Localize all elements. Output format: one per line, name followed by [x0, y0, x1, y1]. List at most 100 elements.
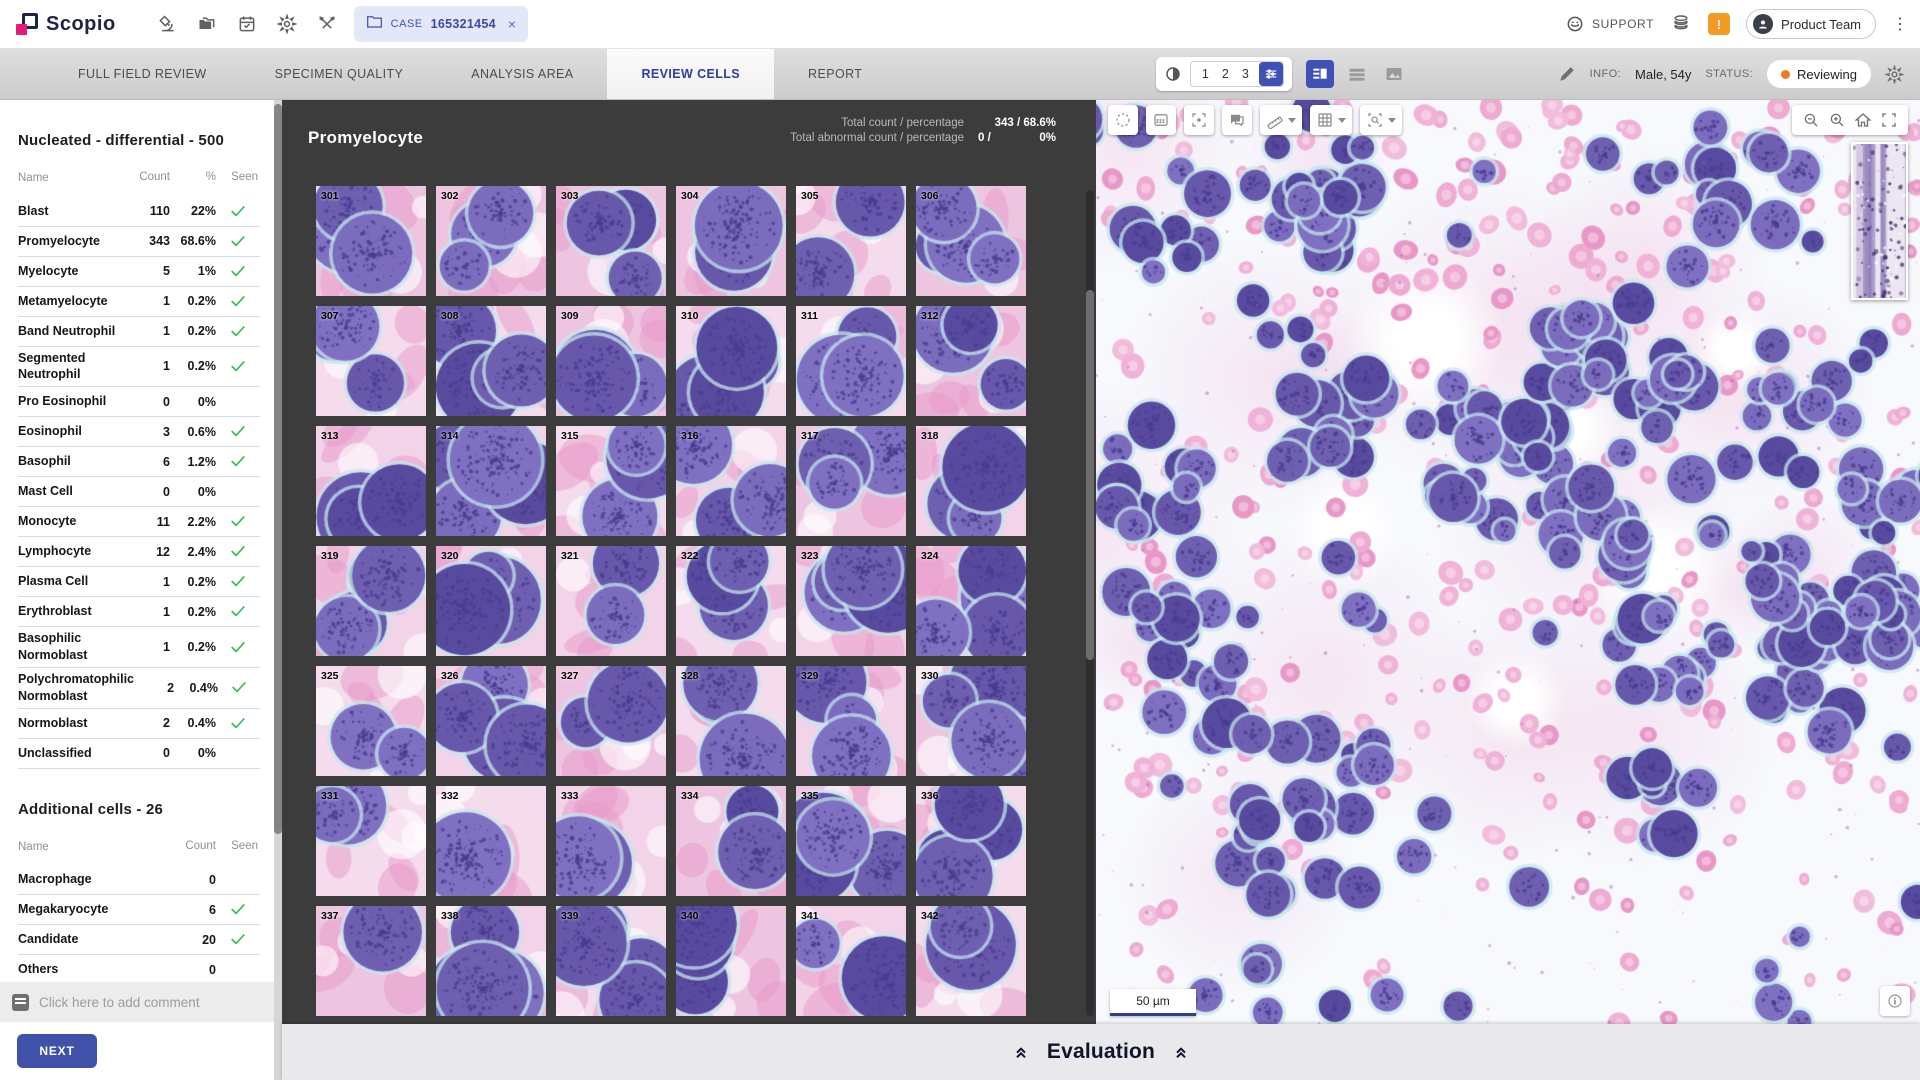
comments-icon[interactable] — [1222, 105, 1252, 135]
cell-tile-310[interactable]: 310 — [676, 306, 786, 416]
cell-tile-318[interactable]: 318 — [916, 426, 1026, 536]
differential-row[interactable]: Pro Eosinophil 0 0% — [18, 387, 260, 418]
zoom-in-icon[interactable] — [1824, 107, 1850, 133]
contrast-icon[interactable] — [1164, 65, 1182, 83]
collapse-up-icon[interactable] — [1173, 1044, 1189, 1060]
slide-minimap[interactable] — [1851, 142, 1908, 300]
ruler-tool-button[interactable] — [1260, 105, 1302, 135]
cell-tile-313[interactable]: 313 — [316, 426, 426, 536]
additional-row[interactable]: Megakaryocyte 6 — [18, 895, 260, 926]
cell-tile-305[interactable]: 305 — [796, 186, 906, 296]
fullscreen-icon[interactable] — [1876, 107, 1902, 133]
lasso-select-icon[interactable] — [1108, 105, 1138, 135]
battery-alert-icon[interactable]: ! — [1708, 13, 1731, 35]
cell-tile-336[interactable]: 336 — [916, 786, 1026, 896]
cell-tile-301[interactable]: 301 — [316, 186, 426, 296]
cell-tile-333[interactable]: 333 — [556, 786, 666, 896]
tab-report[interactable]: REPORT — [808, 67, 863, 81]
collapse-up-icon[interactable] — [1013, 1044, 1029, 1060]
cell-tile-309[interactable]: 309 — [556, 306, 666, 416]
differential-row[interactable]: Eosinophil 3 0.6% — [18, 417, 260, 448]
next-button[interactable]: NEXT — [17, 1034, 97, 1068]
cell-tile-311[interactable]: 311 — [796, 306, 906, 416]
cell-tile-326[interactable]: 326 — [436, 666, 546, 776]
tab-review-cells[interactable]: REVIEW CELLS — [607, 49, 775, 99]
image-view-button[interactable] — [1380, 60, 1408, 88]
additional-row[interactable]: Macrophage 0 — [18, 865, 260, 896]
cell-tile-328[interactable]: 328 — [676, 666, 786, 776]
kebab-menu-icon[interactable]: ⋮ — [1892, 15, 1908, 33]
cell-tile-341[interactable]: 341 — [796, 906, 906, 1016]
edit-pencil-icon[interactable] — [1558, 65, 1576, 83]
cell-tile-322[interactable]: 322 — [676, 546, 786, 656]
page-2[interactable]: 2 — [1221, 67, 1229, 81]
cell-tile-339[interactable]: 339 — [556, 906, 666, 1016]
sidebar-scrollbar[interactable] — [274, 100, 282, 1080]
database-icon[interactable] — [1670, 13, 1692, 35]
cell-tile-340[interactable]: 340 — [676, 906, 786, 1016]
tab-analysis-area[interactable]: ANALYSIS AREA — [471, 67, 574, 81]
differential-row[interactable]: Polychromatophilic Normoblast 2 0.4% — [18, 668, 260, 709]
zoom-out-icon[interactable] — [1798, 107, 1824, 133]
microscope-icon[interactable] — [156, 13, 178, 35]
cell-grid-scrollbar-thumb[interactable] — [1086, 290, 1094, 660]
cell-tile-302[interactable]: 302 — [436, 186, 546, 296]
cell-tile-306[interactable]: 306 — [916, 186, 1026, 296]
differential-row[interactable]: Basophil 6 1.2% — [18, 447, 260, 478]
case-tab[interactable]: CASE 165321454 × — [353, 6, 529, 42]
cell-tile-332[interactable]: 332 — [436, 786, 546, 896]
cell-tile-325[interactable]: 325 — [316, 666, 426, 776]
differential-row[interactable]: Basophilic Normoblast 1 0.2% — [18, 627, 260, 669]
differential-row[interactable]: Segmented Neutrophil 1 0.2% — [18, 347, 260, 388]
cell-tile-331[interactable]: 331 — [316, 786, 426, 896]
differential-row[interactable]: Promyelocyte 343 68.6% — [18, 227, 260, 257]
cell-tile-307[interactable]: 307 — [316, 306, 426, 416]
additional-row[interactable]: Others 0 — [18, 955, 260, 980]
cell-tile-329[interactable]: 329 — [796, 666, 906, 776]
support-button[interactable]: SUPPORT — [1565, 14, 1654, 34]
differential-row[interactable]: Blast 110 22% — [18, 197, 260, 227]
differential-row[interactable]: Normoblast 2 0.4% — [18, 709, 260, 739]
cell-tile-324[interactable]: 324 — [916, 546, 1026, 656]
cell-tile-342[interactable]: 342 — [916, 906, 1026, 1016]
cell-tile-321[interactable]: 321 — [556, 546, 666, 656]
cell-tile-330[interactable]: 330 — [916, 666, 1026, 776]
home-icon[interactable] — [1850, 107, 1876, 133]
list-view-button[interactable] — [1343, 60, 1371, 88]
user-menu[interactable]: Product Team — [1746, 9, 1876, 39]
tools-icon[interactable] — [316, 13, 338, 35]
differential-row[interactable]: Erythroblast 1 0.2% — [18, 597, 260, 628]
adjustments-sliders-icon[interactable] — [1259, 62, 1284, 86]
evaluation-bar[interactable]: Evaluation — [282, 1024, 1920, 1080]
cell-tile-317[interactable]: 317 — [796, 426, 906, 536]
gear-icon[interactable] — [276, 13, 298, 35]
slide-viewer[interactable]: 50 µm — [1096, 100, 1920, 1024]
cell-tile-334[interactable]: 334 — [676, 786, 786, 896]
differential-row[interactable]: Myelocyte 5 1% — [18, 257, 260, 287]
cell-tile-314[interactable]: 314 — [436, 426, 546, 536]
folders-icon[interactable] — [196, 13, 218, 35]
split-view-button[interactable] — [1306, 60, 1335, 88]
cell-tile-323[interactable]: 323 — [796, 546, 906, 656]
tab-full-field-review[interactable]: FULL FIELD REVIEW — [78, 67, 207, 81]
comment-input[interactable]: Click here to add comment — [0, 982, 274, 1022]
cell-tile-304[interactable]: 304 — [676, 186, 786, 296]
settings-gear-icon[interactable] — [1885, 64, 1904, 84]
page-1[interactable]: 1 — [1201, 67, 1209, 81]
region-zoom-button[interactable] — [1360, 105, 1402, 135]
additional-row[interactable]: Candidate 20 — [18, 925, 260, 956]
cell-tile-335[interactable]: 335 — [796, 786, 906, 896]
differential-row[interactable]: Monocyte 11 2.2% — [18, 507, 260, 538]
grid-overlay-button[interactable] — [1310, 105, 1352, 135]
info-icon[interactable] — [1880, 986, 1910, 1016]
differential-row[interactable]: Metamyelocyte 1 0.2% — [18, 287, 260, 317]
cell-grid-scrollbar[interactable] — [1086, 190, 1094, 1016]
cell-tile-312[interactable]: 312 — [916, 306, 1026, 416]
cell-tile-308[interactable]: 308 — [436, 306, 546, 416]
cell-tile-337[interactable]: 337 — [316, 906, 426, 1016]
slide-image[interactable] — [1096, 100, 1920, 1024]
differential-row[interactable]: Lymphocyte 12 2.4% — [18, 537, 260, 568]
case-close-icon[interactable]: × — [507, 16, 517, 32]
cell-tile-320[interactable]: 320 — [436, 546, 546, 656]
focus-target-icon[interactable] — [1184, 105, 1214, 135]
